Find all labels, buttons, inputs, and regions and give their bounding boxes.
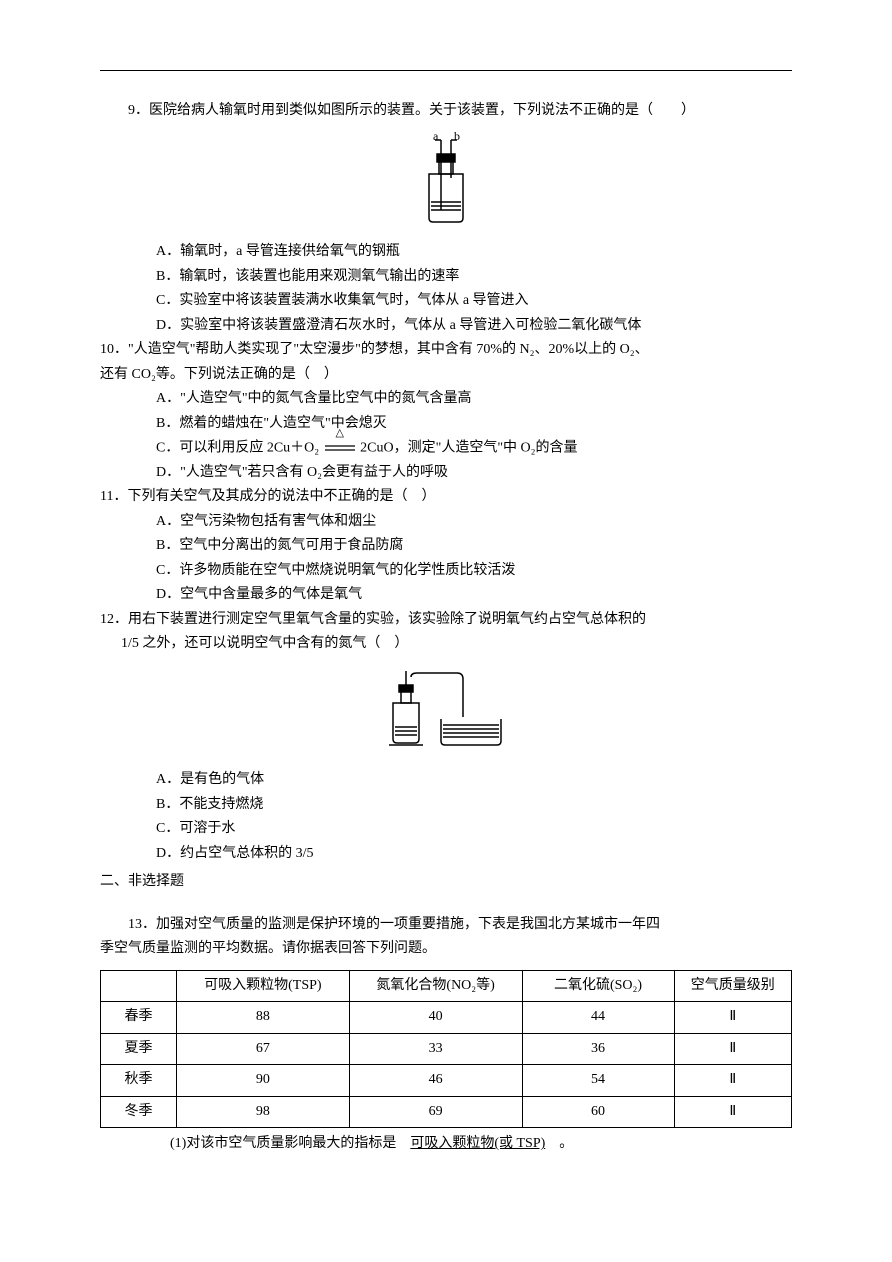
q11-stem: 11．下列有关空气及其成分的说法中不正确的是（ ）: [100, 485, 792, 510]
q13-sub1-pre: (1)对该市空气质量影响最大的指标是: [170, 1136, 410, 1151]
table-header: [101, 970, 177, 1002]
table-cell: 98: [177, 1096, 350, 1128]
table-cell: Ⅱ: [674, 1002, 791, 1034]
table-cell: 46: [349, 1065, 522, 1097]
table-row: 可吸入颗粒物(TSP) 氮氧化合物(NO₂等) 二氧化硫(SO₂) 空气质量级别: [101, 970, 792, 1002]
table-cell: Ⅱ: [674, 1033, 791, 1065]
content: 9．医院给病人输氧时用到类似如图所示的装置。关于该装置，下列说法不正确的是（ ）: [100, 99, 792, 1157]
q13-stem-l1: 13．加强对空气质量的监测是保护环境的一项重要措施，下表是我国北方某城市一年四: [100, 913, 792, 938]
table-cell: 春季: [101, 1002, 177, 1034]
gas-bottle-icon: a b: [401, 130, 491, 225]
q9-figure: a b: [100, 130, 792, 235]
q9-optB: B．输氧时，该装置也能用来观测氧气输出的速率: [100, 265, 792, 290]
q13-sub1-answer: 可吸入颗粒物(或 TSP): [410, 1136, 545, 1151]
page: 9．医院给病人输氧时用到类似如图所示的装置。关于该装置，下列说法不正确的是（ ）: [0, 0, 892, 1262]
q13-sub1-post: 。: [545, 1136, 573, 1151]
table-cell: 67: [177, 1033, 350, 1065]
table-cell: Ⅱ: [674, 1096, 791, 1128]
label-a: a: [433, 130, 439, 143]
q12-stem-l2: 1/5 之外，还可以说明空气中含有的氮气（ ）: [100, 632, 792, 657]
q9-optD: D．实验室中将该装置盛澄清石灰水时，气体从 a 导管进入可检验二氧化碳气体: [100, 314, 792, 339]
table-header: 二氧化硫(SO₂): [522, 970, 674, 1002]
apparatus-icon: [371, 663, 521, 753]
table-cell: 44: [522, 1002, 674, 1034]
spacer: [100, 895, 792, 913]
q10-optD: D．"人造空气"若只含有 O₂会更有益于人的呼吸: [100, 461, 792, 486]
table-cell: 88: [177, 1002, 350, 1034]
table-row: 春季 88 40 44 Ⅱ: [101, 1002, 792, 1034]
q10-optA: A．"人造空气"中的氮气含量比空气中的氮气含量高: [100, 387, 792, 412]
table-cell: 54: [522, 1065, 674, 1097]
q10-optC-pre: C．可以利用反应 2Cu＋O₂: [156, 440, 323, 455]
q10-stem-l1: 10．"人造空气"帮助人类实现了"太空漫步"的梦想，其中含有 70%的 N₂、2…: [100, 338, 792, 363]
q11-optA: A．空气污染物包括有害气体和烟尘: [100, 510, 792, 535]
table-row: 秋季 90 46 54 Ⅱ: [101, 1065, 792, 1097]
q13-table: 可吸入颗粒物(TSP) 氮氧化合物(NO₂等) 二氧化硫(SO₂) 空气质量级别…: [100, 970, 792, 1129]
q12-optB: B．不能支持燃烧: [100, 793, 792, 818]
table-cell: 夏季: [101, 1033, 177, 1065]
table-cell: Ⅱ: [674, 1065, 791, 1097]
q9-stem: 9．医院给病人输氧时用到类似如图所示的装置。关于该装置，下列说法不正确的是（ ）: [100, 99, 792, 124]
q13-sub1: (1)对该市空气质量影响最大的指标是 可吸入颗粒物(或 TSP) 。: [100, 1132, 792, 1157]
table-cell: 冬季: [101, 1096, 177, 1128]
q10-optC-post: 2CuO，测定"人造空气"中 O₂的含量: [357, 440, 578, 455]
q10-stem-l2: 还有 CO₂等。下列说法正确的是（ ）: [100, 363, 792, 388]
table-header: 氮氧化合物(NO₂等): [349, 970, 522, 1002]
table-header: 空气质量级别: [674, 970, 791, 1002]
table-cell: 90: [177, 1065, 350, 1097]
table-cell: 36: [522, 1033, 674, 1065]
table-header: 可吸入颗粒物(TSP): [177, 970, 350, 1002]
label-b: b: [454, 130, 460, 143]
q9-optA: A．输氧时，a 导管连接供给氧气的钢瓶: [100, 240, 792, 265]
q12-optC: C．可溶于水: [100, 817, 792, 842]
table-cell: 40: [349, 1002, 522, 1034]
table-row: 冬季 98 69 60 Ⅱ: [101, 1096, 792, 1128]
q10-optC: C．可以利用反应 2Cu＋O₂ △ 2CuO，测定"人造空气"中 O₂的含量: [100, 436, 792, 461]
table-cell: 秋季: [101, 1065, 177, 1097]
q10-delta: △: [323, 424, 357, 443]
q12-optA: A．是有色的气体: [100, 768, 792, 793]
q11-optB: B．空气中分离出的氮气可用于食品防腐: [100, 534, 792, 559]
q12-figure: [100, 663, 792, 763]
q13-stem-l2: 季空气质量监测的平均数据。请你据表回答下列问题。: [100, 937, 792, 962]
table-cell: 69: [349, 1096, 522, 1128]
q10-optB: B．燃着的蜡烛在"人造空气"中会熄灭: [100, 412, 792, 437]
section2-title: 二、非选择题: [100, 870, 792, 895]
table-row: 夏季 67 33 36 Ⅱ: [101, 1033, 792, 1065]
top-rule: [100, 70, 792, 71]
q9-optC: C．实验室中将该装置装满水收集氧气时，气体从 a 导管进入: [100, 289, 792, 314]
table-cell: 60: [522, 1096, 674, 1128]
q12-stem-l1: 12．用右下装置进行测定空气里氧气含量的实验，该实验除了说明氧气约占空气总体积的: [100, 608, 792, 633]
reaction-arrow-icon: △: [323, 436, 357, 461]
table-cell: 33: [349, 1033, 522, 1065]
q12-optD: D．约占空气总体积的 3/5: [100, 842, 792, 867]
q11-optC: C．许多物质能在空气中燃烧说明氧气的化学性质比较活泼: [100, 559, 792, 584]
q11-optD: D．空气中含量最多的气体是氧气: [100, 583, 792, 608]
